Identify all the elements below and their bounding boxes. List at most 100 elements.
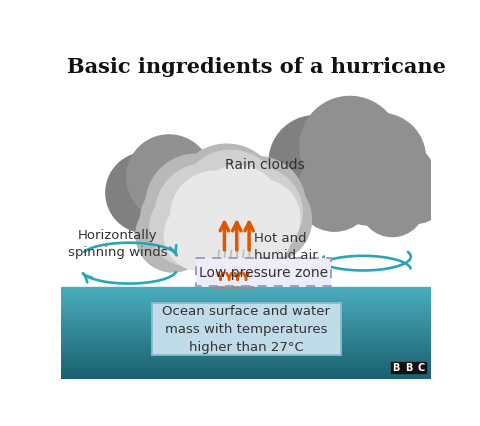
Bar (61, 354, 431, 356)
Bar (61, 300, 431, 302)
Circle shape (127, 135, 211, 220)
Bar (61, 340, 431, 342)
Circle shape (156, 165, 252, 260)
Circle shape (167, 183, 256, 272)
Bar (61, 311, 431, 312)
Bar (61, 338, 431, 340)
FancyBboxPatch shape (196, 259, 331, 286)
Bar (61, 312, 431, 313)
Circle shape (164, 200, 235, 271)
Circle shape (170, 172, 260, 261)
Bar (61, 363, 431, 365)
Bar (61, 308, 431, 310)
Bar (61, 339, 431, 341)
Circle shape (196, 166, 281, 251)
Circle shape (384, 162, 446, 224)
Bar (61, 306, 431, 308)
Bar (403, 362, 414, 373)
Text: Basic ingredients of a hurricane: Basic ingredients of a hurricane (67, 57, 446, 77)
Circle shape (180, 151, 281, 251)
Circle shape (146, 147, 223, 224)
Circle shape (223, 180, 300, 257)
Bar (61, 348, 431, 350)
Bar (61, 291, 431, 293)
Text: Ocean surface and water
mass with temperatures
higher than 27°C: Ocean surface and water mass with temper… (162, 305, 330, 354)
Circle shape (213, 168, 302, 257)
Circle shape (136, 199, 210, 272)
Polygon shape (207, 247, 258, 289)
Circle shape (106, 153, 186, 233)
Circle shape (360, 173, 425, 237)
FancyBboxPatch shape (152, 303, 341, 355)
Bar (61, 347, 431, 348)
Bar (61, 305, 431, 306)
Bar (61, 368, 431, 369)
Circle shape (336, 114, 425, 203)
Bar (61, 329, 431, 331)
Bar (61, 378, 431, 380)
Bar (61, 352, 431, 353)
Bar (61, 366, 431, 368)
Circle shape (174, 145, 279, 249)
Text: Hot and
humid air: Hot and humid air (254, 232, 317, 262)
Circle shape (202, 184, 290, 272)
Bar (61, 332, 431, 334)
Bar (61, 309, 431, 311)
Bar (61, 361, 431, 363)
Circle shape (173, 190, 258, 274)
Circle shape (196, 178, 288, 270)
Bar (61, 362, 431, 363)
Bar (61, 313, 431, 314)
Text: B: B (393, 363, 400, 373)
Bar (61, 298, 431, 299)
Bar (61, 356, 431, 358)
Text: Low pressure zone: Low pressure zone (199, 265, 328, 279)
Circle shape (187, 194, 267, 274)
Bar (61, 355, 431, 357)
Bar (61, 330, 431, 331)
Bar (61, 307, 431, 309)
Bar (61, 371, 431, 373)
Circle shape (217, 199, 291, 272)
Bar (61, 295, 431, 296)
Bar (61, 346, 431, 348)
Bar (61, 351, 431, 352)
Circle shape (329, 146, 409, 225)
Text: Rain clouds: Rain clouds (226, 158, 305, 172)
Circle shape (141, 180, 221, 260)
Bar (61, 372, 431, 374)
Circle shape (210, 157, 305, 252)
Bar (61, 360, 431, 361)
Bar (61, 334, 431, 335)
Bar (61, 289, 431, 291)
Bar (61, 331, 431, 333)
Bar (61, 292, 431, 294)
Bar (61, 294, 431, 295)
Bar (61, 321, 431, 322)
Bar (61, 316, 431, 318)
Bar (61, 334, 431, 336)
Bar (61, 357, 431, 359)
Bar (61, 297, 431, 298)
Bar (61, 364, 431, 366)
Circle shape (300, 97, 400, 197)
Bar (61, 328, 431, 329)
Bar (61, 323, 431, 325)
Bar (61, 376, 431, 377)
Circle shape (227, 178, 312, 262)
Bar (61, 337, 431, 338)
Bar (61, 290, 431, 291)
Bar (61, 296, 431, 297)
Bar (61, 302, 431, 303)
Bar (61, 366, 431, 367)
Bar (61, 304, 431, 305)
Text: B: B (405, 363, 412, 373)
Bar (61, 336, 431, 337)
Bar (61, 302, 431, 304)
Bar (61, 317, 431, 319)
Bar (61, 319, 431, 320)
Bar (61, 374, 431, 375)
Bar (61, 299, 431, 301)
Circle shape (296, 155, 373, 232)
Bar (61, 322, 431, 323)
